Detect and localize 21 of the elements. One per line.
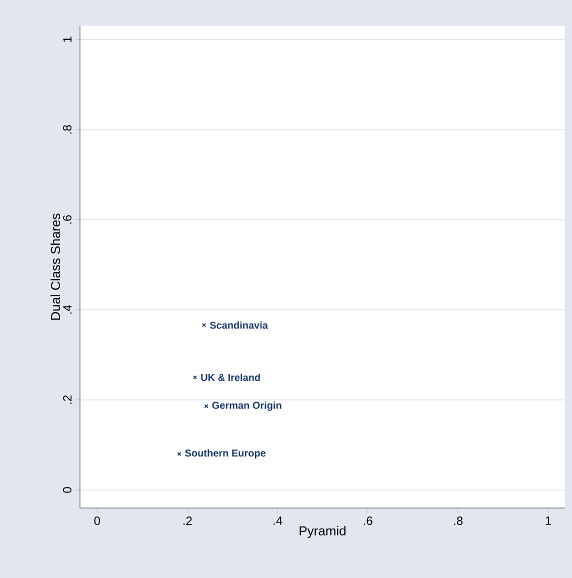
annotation: UK & Ireland [201, 374, 260, 382]
x-tick-label: 0 [94, 516, 100, 526]
annotation: Scandinavia [210, 321, 268, 329]
y-tick-label: .6 [62, 215, 72, 224]
y-axis-title: Dual Class Shares [50, 214, 60, 320]
y-tick-label: 1 [63, 36, 72, 42]
point [202, 323, 206, 328]
x-tick-label: .4 [274, 516, 282, 525]
y-tick-label: .8 [62, 125, 72, 134]
x-axis-title: Pyramid [300, 526, 346, 538]
point [204, 404, 208, 408]
y-tick-label: 0 [62, 487, 72, 493]
annotation: German Origin [212, 402, 282, 411]
annotation: Southern Europe [185, 449, 266, 459]
x-tick-label: .2 [183, 516, 192, 525]
x-tick-label: .6 [364, 516, 372, 526]
point [192, 375, 198, 380]
x-tick-label: 1 [546, 516, 552, 525]
x-tick-label: .8 [454, 516, 463, 526]
y-tick-label: .4 [63, 305, 72, 314]
y-tick-label: .2 [63, 395, 72, 404]
